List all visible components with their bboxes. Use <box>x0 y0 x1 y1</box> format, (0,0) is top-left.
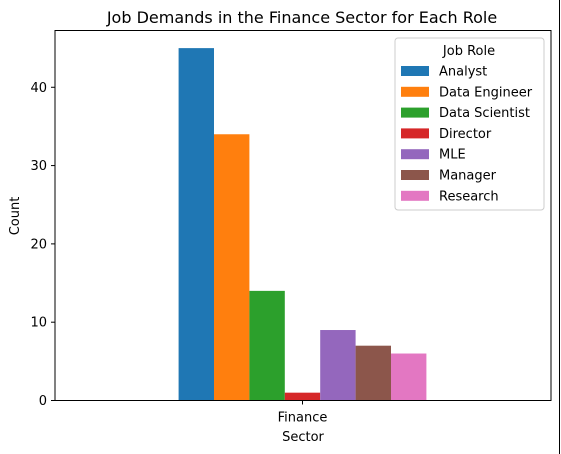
plot-frame <box>54 30 552 401</box>
window-edge-divider <box>559 0 560 454</box>
bar-research <box>391 353 427 401</box>
y-tick-label: 0 <box>39 394 47 409</box>
bar-analyst <box>178 48 214 401</box>
legend-swatch <box>401 190 429 201</box>
y-axis: 0 10 20 30 40 <box>30 81 55 409</box>
legend-label: Analyst <box>439 65 487 80</box>
legend-label: Data Scientist <box>439 106 530 121</box>
legend-swatch <box>401 66 429 76</box>
legend-swatch <box>401 128 429 139</box>
legend-label: Data Engineer <box>439 85 533 100</box>
y-tick-label: 30 <box>30 159 47 174</box>
y-tick-label: 40 <box>30 81 47 96</box>
legend-swatch <box>401 149 429 160</box>
x-axis-label: Sector <box>282 430 324 445</box>
x-tick-label: Finance <box>278 411 328 426</box>
x-axis: Finance <box>278 400 328 426</box>
bar-director <box>284 392 321 401</box>
legend-label: Research <box>439 189 499 204</box>
bars-group <box>178 48 427 401</box>
chart-title: Job Demands in the Finance Sector for Ea… <box>106 8 497 27</box>
y-tick-label: 10 <box>30 316 47 331</box>
legend-label: Manager <box>439 169 497 184</box>
bar-manager <box>355 345 391 401</box>
legend-label: MLE <box>439 148 466 163</box>
legend-label: Director <box>439 127 492 142</box>
y-axis-label: Count <box>8 197 23 236</box>
legend-box <box>394 37 545 211</box>
bar-mle <box>320 330 356 401</box>
bar-data-engineer <box>214 134 250 401</box>
legend-title: Job Role <box>442 44 495 59</box>
legend-swatch <box>401 86 429 97</box>
bar-data-scientist <box>249 290 285 401</box>
legend-swatch <box>401 170 429 180</box>
legend-swatch <box>401 107 429 118</box>
y-tick-label: 20 <box>30 237 47 252</box>
legend: Job Role Analyst Data Engineer Data Scient… <box>394 37 545 211</box>
